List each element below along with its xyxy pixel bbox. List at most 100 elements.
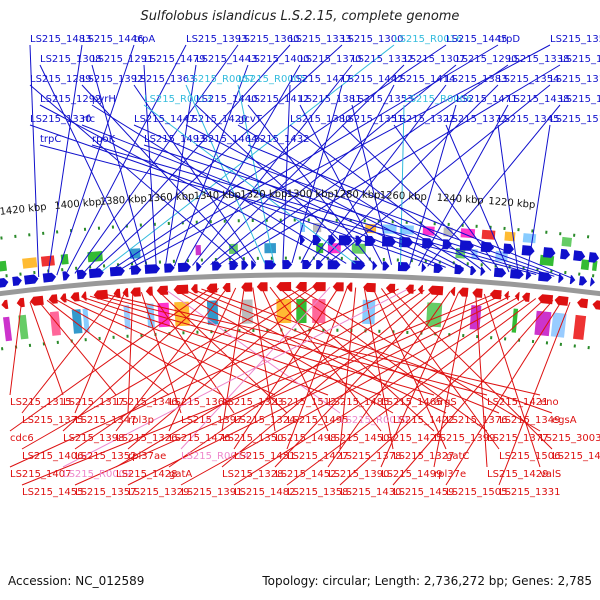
- gene-label[interactable]: LS215_1495: [287, 415, 348, 426]
- reverse-gene-category[interactable]: [573, 314, 587, 340]
- gene-label[interactable]: LS215_R0007: [186, 74, 254, 85]
- gene-label[interactable]: egsA: [552, 415, 577, 426]
- gene-label[interactable]: LS215_1383: [446, 74, 507, 85]
- gene-label[interactable]: LS215_1477: [290, 74, 351, 85]
- gene-label[interactable]: LS215_1498: [275, 433, 336, 444]
- forward-gene-arrow[interactable]: [88, 268, 104, 279]
- forward-gene-arrow[interactable]: [588, 252, 600, 263]
- gene-label[interactable]: LS215_1442: [342, 74, 403, 85]
- forward-gene-arrow[interactable]: [130, 265, 142, 275]
- gene-label[interactable]: LS215_1381: [300, 94, 361, 105]
- gene-label[interactable]: LS215_1499: [381, 469, 442, 480]
- gene-label[interactable]: LS215_1332: [352, 54, 413, 65]
- gene-label[interactable]: gcvT: [238, 114, 263, 125]
- gene-label[interactable]: LS215_R0009: [63, 469, 131, 480]
- reverse-gene-arrow[interactable]: [241, 282, 253, 292]
- gene-label[interactable]: LS215_1331: [499, 487, 560, 498]
- reverse-gene-arrow[interactable]: [60, 293, 67, 303]
- gene-label[interactable]: LS215_1412: [248, 94, 309, 105]
- forward-gene-category[interactable]: [580, 259, 590, 271]
- forward-gene-arrow[interactable]: [558, 273, 564, 283]
- gene-label[interactable]: LS215_1451: [234, 451, 295, 462]
- forward-gene-arrow[interactable]: [177, 262, 191, 272]
- reverse-gene-arrow[interactable]: [296, 282, 307, 291]
- gene-label[interactable]: LS215_1359: [550, 34, 600, 45]
- forward-gene-arrow[interactable]: [264, 260, 277, 270]
- reverse-gene-arrow[interactable]: [472, 288, 483, 298]
- gene-label[interactable]: LS215_1493: [144, 134, 205, 145]
- gene-label[interactable]: argS: [434, 397, 457, 408]
- gene-label[interactable]: LS215_1450: [328, 433, 389, 444]
- gene-label[interactable]: LS215_1422: [393, 415, 454, 426]
- gene-label[interactable]: cdc6: [10, 433, 34, 444]
- gene-label[interactable]: LS215_1393: [186, 34, 247, 45]
- gene-label[interactable]: LS215_1317: [63, 397, 124, 408]
- forward-gene-category[interactable]: [195, 245, 202, 256]
- gene-label[interactable]: trpA: [134, 34, 155, 45]
- reverse-gene-category[interactable]: [82, 308, 90, 333]
- reverse-gene-arrow[interactable]: [554, 295, 569, 306]
- forward-gene-arrow[interactable]: [560, 248, 571, 260]
- gene-label[interactable]: LS215_1354: [498, 74, 559, 85]
- forward-gene-arrow[interactable]: [12, 276, 22, 286]
- gene-label[interactable]: LS215_1482: [234, 487, 295, 498]
- reverse-gene-arrow[interactable]: [332, 282, 344, 292]
- forward-gene-arrow[interactable]: [24, 274, 39, 285]
- gene-label[interactable]: LS215_1399: [434, 433, 495, 444]
- gene-label[interactable]: LS215_1455: [22, 487, 83, 498]
- gene-label[interactable]: LS215_1312: [560, 54, 600, 65]
- gene-label[interactable]: LS215_1391: [181, 487, 242, 498]
- gene-label[interactable]: LS215_1407: [10, 469, 71, 480]
- reverse-gene-arrow[interactable]: [577, 298, 589, 309]
- forward-gene-category[interactable]: [313, 223, 322, 233]
- forward-gene-arrow[interactable]: [521, 245, 535, 256]
- reverse-gene-arrow[interactable]: [190, 284, 198, 294]
- gene-label[interactable]: pyrH: [92, 94, 116, 105]
- gene-label[interactable]: LS215_1345: [498, 114, 559, 125]
- forward-gene-arrow[interactable]: [0, 278, 9, 288]
- forward-gene-arrow[interactable]: [433, 263, 444, 273]
- forward-gene-arrow[interactable]: [62, 271, 70, 281]
- gene-label[interactable]: LS215_1476: [169, 433, 230, 444]
- gene-label[interactable]: LS215_1375: [22, 415, 83, 426]
- reverse-gene-arrow[interactable]: [363, 282, 376, 293]
- gene-label[interactable]: LS215_1464: [196, 134, 257, 145]
- forward-gene-category[interactable]: [264, 243, 276, 254]
- forward-gene-arrow[interactable]: [510, 269, 524, 279]
- gene-label[interactable]: LS215_R0014: [181, 451, 249, 462]
- gene-label[interactable]: LS215_1289: [30, 74, 91, 85]
- gene-label[interactable]: LS215_1315: [10, 397, 71, 408]
- reverse-gene-arrow[interactable]: [173, 284, 189, 295]
- gene-label[interactable]: LS215_1351: [342, 114, 403, 125]
- gene-label[interactable]: LS215_R0016: [394, 34, 462, 45]
- gene-label[interactable]: LS215_1324: [234, 415, 295, 426]
- gene-label[interactable]: LS215_1346: [116, 397, 177, 408]
- forward-gene-arrow[interactable]: [372, 261, 378, 271]
- forward-gene-category[interactable]: [0, 260, 7, 272]
- gene-label[interactable]: LS215_1390: [328, 469, 389, 480]
- gene-label[interactable]: LS215_1445: [446, 34, 507, 45]
- forward-gene-category[interactable]: [443, 227, 453, 237]
- gene-label[interactable]: LS215_1353: [352, 94, 413, 105]
- forward-gene-arrow[interactable]: [328, 235, 336, 246]
- gene-label[interactable]: LS215_1363: [134, 74, 195, 85]
- forward-gene-arrow[interactable]: [282, 260, 293, 270]
- gene-label[interactable]: LS215_1410: [560, 94, 600, 105]
- reverse-gene-category[interactable]: [146, 303, 155, 328]
- gene-label[interactable]: LS215_1427: [287, 451, 348, 462]
- gene-label[interactable]: LS215_1400: [248, 54, 309, 65]
- gene-label[interactable]: LS215_1357: [75, 487, 136, 498]
- forward-gene-arrow[interactable]: [212, 261, 222, 271]
- gene-label[interactable]: rpl37ae: [128, 451, 166, 462]
- forward-gene-arrow[interactable]: [493, 267, 507, 278]
- reverse-gene-arrow[interactable]: [30, 295, 44, 306]
- gene-label[interactable]: LS215_1378: [340, 451, 401, 462]
- gene-label[interactable]: LS215_1506: [499, 451, 560, 462]
- gene-label[interactable]: LS215_1420: [186, 114, 247, 125]
- forward-gene-arrow[interactable]: [164, 263, 175, 273]
- gene-label[interactable]: LS215_3003: [540, 433, 600, 444]
- gene-label[interactable]: LS215_1432: [248, 134, 309, 145]
- gene-label[interactable]: LS215_1392: [82, 74, 143, 85]
- forward-gene-arrow[interactable]: [569, 275, 576, 285]
- gene-label[interactable]: trpD: [498, 34, 520, 45]
